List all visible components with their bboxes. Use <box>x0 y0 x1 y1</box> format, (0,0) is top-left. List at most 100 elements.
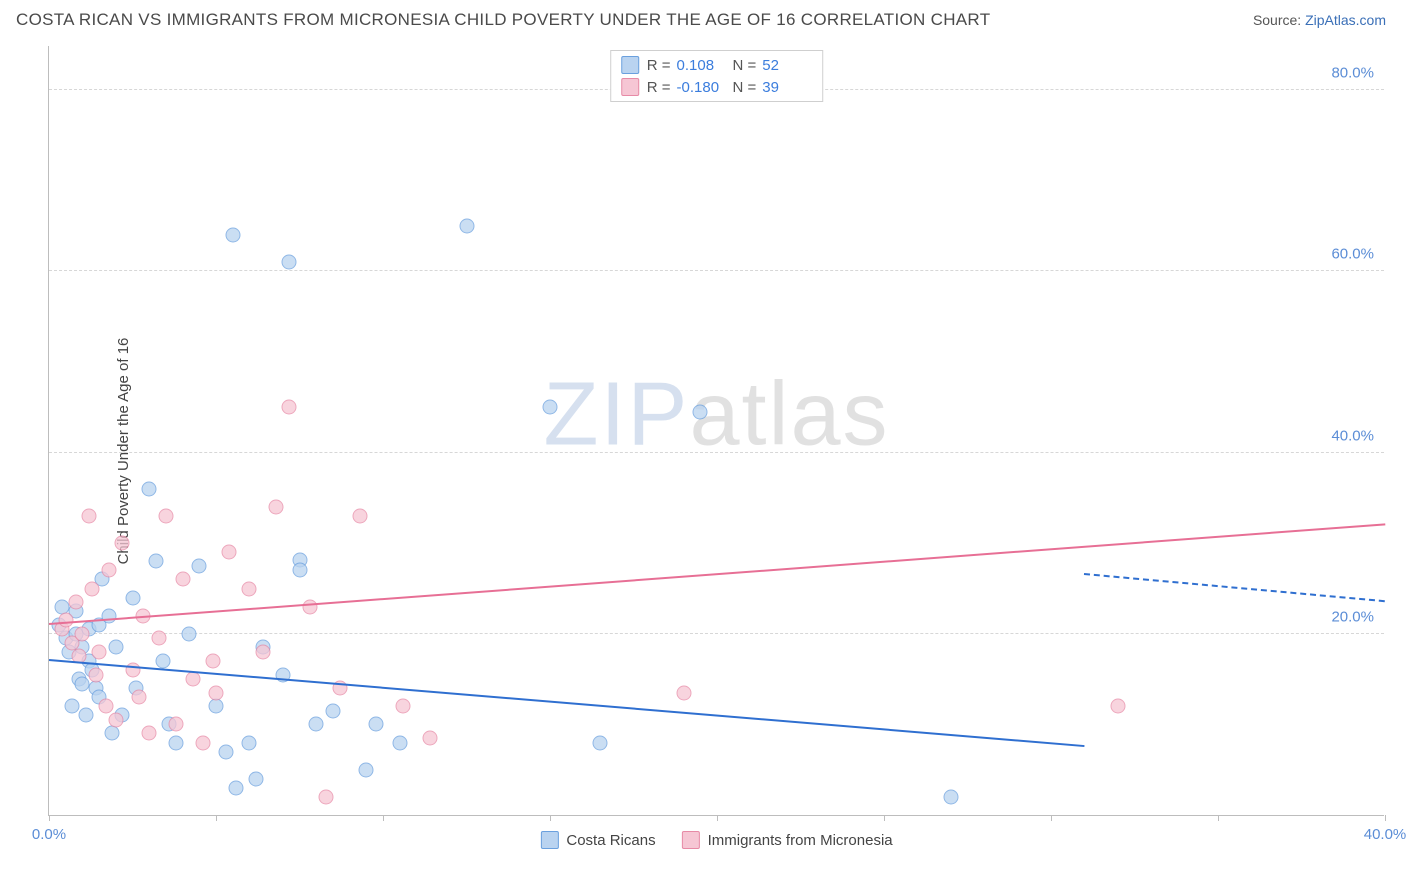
data-point <box>82 509 97 524</box>
data-point <box>396 699 411 714</box>
data-point <box>168 717 183 732</box>
data-point <box>158 509 173 524</box>
trend-line <box>1084 573 1385 602</box>
data-point <box>292 563 307 578</box>
data-point <box>943 789 958 804</box>
x-tick-label: 40.0% <box>1364 826 1406 843</box>
data-point <box>269 500 284 515</box>
stats-text-1: R = 0.108 N = 52 <box>647 57 813 74</box>
trend-line <box>49 659 1085 747</box>
data-point <box>108 712 123 727</box>
x-tick <box>49 815 50 821</box>
data-point <box>359 762 374 777</box>
x-tick <box>550 815 551 821</box>
swatch-series-1 <box>621 56 639 74</box>
n-label-1: N = <box>733 57 757 74</box>
y-tick-label: 80.0% <box>1331 65 1374 82</box>
data-point <box>185 672 200 687</box>
r-value-1: 0.108 <box>677 57 727 74</box>
gridline <box>49 452 1384 453</box>
data-point <box>175 572 190 587</box>
data-point <box>249 771 264 786</box>
swatch-series-2 <box>621 78 639 96</box>
y-tick-label: 20.0% <box>1331 608 1374 625</box>
data-point <box>242 735 257 750</box>
data-point <box>325 703 340 718</box>
data-point <box>192 558 207 573</box>
data-point <box>105 726 120 741</box>
data-point <box>75 626 90 641</box>
x-tick-label: 0.0% <box>32 826 66 843</box>
data-point <box>92 644 107 659</box>
data-point <box>155 654 170 669</box>
x-tick <box>216 815 217 821</box>
data-point <box>459 219 474 234</box>
stats-row-series-1: R = 0.108 N = 52 <box>621 54 813 76</box>
data-point <box>142 481 157 496</box>
data-point <box>229 780 244 795</box>
data-point <box>352 509 367 524</box>
data-point <box>255 644 270 659</box>
data-point <box>102 563 117 578</box>
data-point <box>88 667 103 682</box>
data-point <box>85 581 100 596</box>
x-tick <box>1218 815 1219 821</box>
data-point <box>205 654 220 669</box>
n-label-2: N = <box>733 79 757 96</box>
data-point <box>132 690 147 705</box>
x-tick <box>383 815 384 821</box>
data-point <box>65 699 80 714</box>
data-point <box>78 708 93 723</box>
data-point <box>543 400 558 415</box>
data-point <box>309 717 324 732</box>
data-point <box>68 595 83 610</box>
data-point <box>282 255 297 270</box>
r-label-1: R = <box>647 57 671 74</box>
legend-swatch-2 <box>682 831 700 849</box>
x-tick <box>884 815 885 821</box>
data-point <box>242 581 257 596</box>
r-label-2: R = <box>647 79 671 96</box>
source-label: Source: <box>1253 12 1305 28</box>
source-name: ZipAtlas.com <box>1305 12 1386 28</box>
legend-label-2: Immigrants from Micronesia <box>708 832 893 849</box>
data-point <box>225 228 240 243</box>
chart-title: COSTA RICAN VS IMMIGRANTS FROM MICRONESI… <box>16 10 990 30</box>
chart-container: Child Poverty Under the Age of 16 ZIPatl… <box>0 36 1406 866</box>
source-citation: Source: ZipAtlas.com <box>1253 12 1386 28</box>
data-point <box>168 735 183 750</box>
data-point <box>693 404 708 419</box>
data-point <box>209 699 224 714</box>
data-point <box>152 631 167 646</box>
data-point <box>195 735 210 750</box>
data-point <box>142 726 157 741</box>
stats-box: R = 0.108 N = 52 R = -0.180 N = 39 <box>610 50 824 102</box>
legend-swatch-1 <box>540 831 558 849</box>
data-point <box>148 554 163 569</box>
legend: Costa Ricans Immigrants from Micronesia <box>540 831 892 849</box>
data-point <box>219 744 234 759</box>
n-value-1: 52 <box>762 57 812 74</box>
stats-row-series-2: R = -0.180 N = 39 <box>621 76 813 98</box>
data-point <box>125 590 140 605</box>
watermark-part2: atlas <box>689 365 889 465</box>
data-point <box>302 599 317 614</box>
x-tick <box>717 815 718 821</box>
trend-line <box>49 523 1385 625</box>
data-point <box>593 735 608 750</box>
r-value-2: -0.180 <box>677 79 727 96</box>
gridline <box>49 633 1384 634</box>
data-point <box>209 685 224 700</box>
watermark-part1: ZIP <box>543 365 689 465</box>
data-point <box>392 735 407 750</box>
x-tick <box>1051 815 1052 821</box>
legend-item-2: Immigrants from Micronesia <box>682 831 893 849</box>
data-point <box>115 536 130 551</box>
legend-item-1: Costa Ricans <box>540 831 655 849</box>
data-point <box>676 685 691 700</box>
gridline <box>49 270 1384 271</box>
data-point <box>282 400 297 415</box>
data-point <box>58 613 73 628</box>
y-tick-label: 40.0% <box>1331 427 1374 444</box>
data-point <box>222 545 237 560</box>
